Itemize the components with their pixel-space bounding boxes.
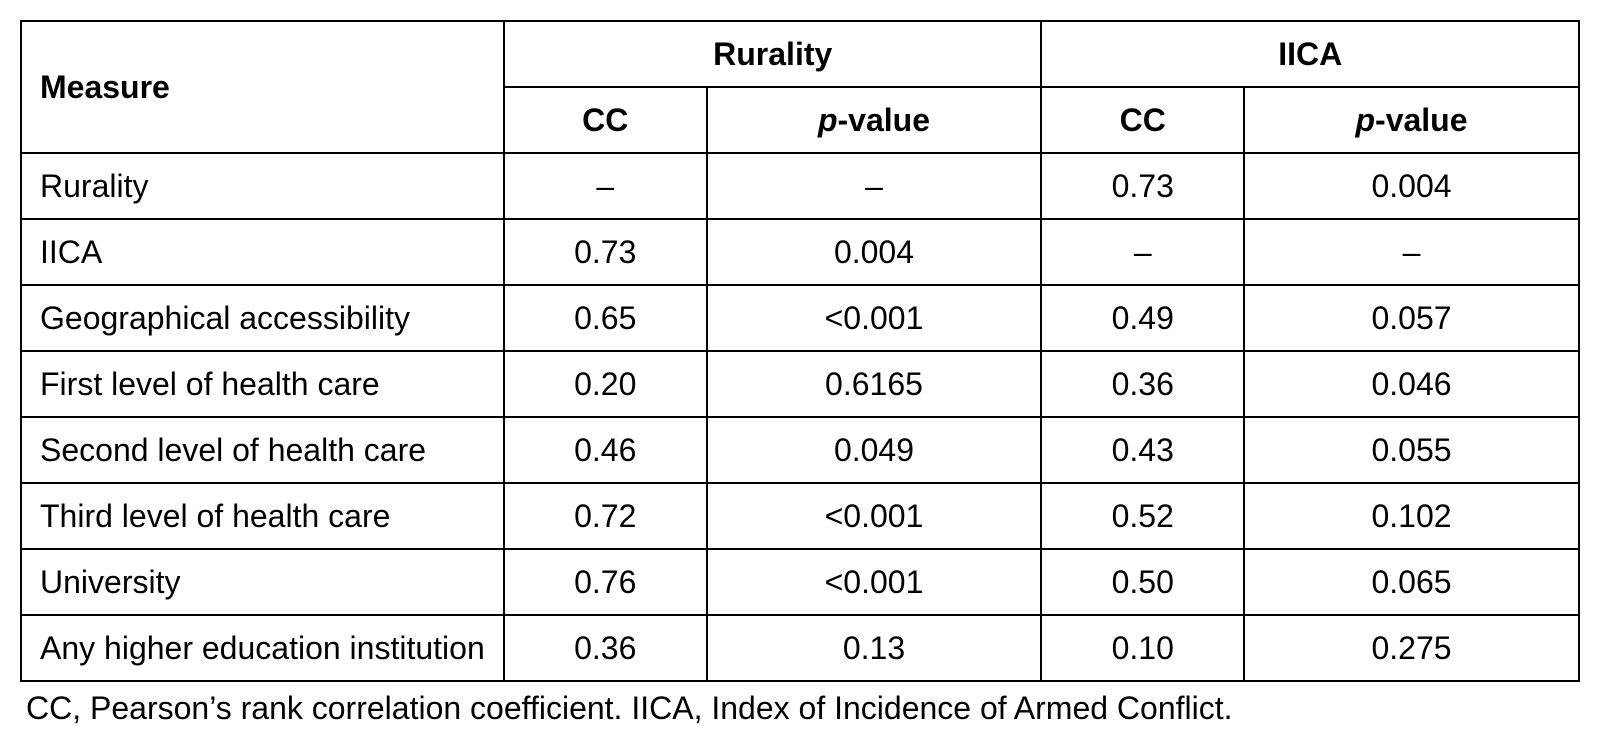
value-cell-r_cc: 0.65 [504, 285, 707, 351]
value-cell-i_cc: 0.10 [1041, 615, 1244, 681]
value-cell-i_pv: 0.046 [1244, 351, 1579, 417]
measure-cell: Any higher education institution [21, 615, 504, 681]
col-sub-rurality-cc: CC [504, 87, 707, 153]
table-row: Rurality––0.730.004 [21, 153, 1579, 219]
table-row: IICA0.730.004–– [21, 219, 1579, 285]
table-header-row-1: Measure Rurality IICA [21, 21, 1579, 87]
col-sub-iica-cc: CC [1041, 87, 1244, 153]
value-cell-r_pv: <0.001 [707, 549, 1042, 615]
value-cell-r_cc: 0.46 [504, 417, 707, 483]
value-cell-i_pv: 0.055 [1244, 417, 1579, 483]
value-cell-r_pv: 0.13 [707, 615, 1042, 681]
value-cell-i_cc: 0.36 [1041, 351, 1244, 417]
correlation-table: Measure Rurality IICA CC p-value CC p-va… [20, 20, 1580, 682]
value-cell-r_cc: 0.76 [504, 549, 707, 615]
value-cell-i_cc: 0.52 [1041, 483, 1244, 549]
measure-cell: IICA [21, 219, 504, 285]
value-cell-r_pv: 0.004 [707, 219, 1042, 285]
measure-cell: Geographical accessibility [21, 285, 504, 351]
col-sub-iica-pvalue: p-value [1244, 87, 1579, 153]
pvalue-italic-p: p [1355, 102, 1375, 138]
value-cell-r_pv: 0.049 [707, 417, 1042, 483]
value-cell-r_cc: – [504, 153, 707, 219]
table-row: Second level of health care0.460.0490.43… [21, 417, 1579, 483]
value-cell-i_cc: 0.73 [1041, 153, 1244, 219]
col-sub-rurality-pvalue: p-value [707, 87, 1042, 153]
col-group-rurality: Rurality [504, 21, 1042, 87]
table-row: Geographical accessibility0.65<0.0010.49… [21, 285, 1579, 351]
pvalue-suffix: -value [838, 102, 930, 138]
table-row: First level of health care0.200.61650.36… [21, 351, 1579, 417]
value-cell-i_pv: 0.065 [1244, 549, 1579, 615]
value-cell-i_cc: – [1041, 219, 1244, 285]
value-cell-i_cc: 0.43 [1041, 417, 1244, 483]
table-row: Third level of health care0.72<0.0010.52… [21, 483, 1579, 549]
value-cell-i_pv: – [1244, 219, 1579, 285]
value-cell-i_cc: 0.49 [1041, 285, 1244, 351]
value-cell-i_pv: 0.275 [1244, 615, 1579, 681]
value-cell-i_pv: 0.102 [1244, 483, 1579, 549]
measure-cell: Rurality [21, 153, 504, 219]
value-cell-i_pv: 0.004 [1244, 153, 1579, 219]
value-cell-r_cc: 0.20 [504, 351, 707, 417]
table-row: University0.76<0.0010.500.065 [21, 549, 1579, 615]
measure-cell: University [21, 549, 504, 615]
pvalue-suffix: -value [1375, 102, 1467, 138]
value-cell-r_pv: – [707, 153, 1042, 219]
col-header-measure: Measure [21, 21, 504, 153]
table-row: Any higher education institution0.360.13… [21, 615, 1579, 681]
col-group-iica: IICA [1041, 21, 1579, 87]
value-cell-r_cc: 0.72 [504, 483, 707, 549]
value-cell-i_cc: 0.50 [1041, 549, 1244, 615]
value-cell-r_cc: 0.73 [504, 219, 707, 285]
value-cell-r_cc: 0.36 [504, 615, 707, 681]
measure-cell: First level of health care [21, 351, 504, 417]
table-body: Rurality––0.730.004IICA0.730.004––Geogra… [21, 153, 1579, 681]
value-cell-r_pv: <0.001 [707, 285, 1042, 351]
measure-cell: Third level of health care [21, 483, 504, 549]
value-cell-i_pv: 0.057 [1244, 285, 1579, 351]
table-footnote: CC, Pearson’s rank correlation coefficie… [20, 686, 1580, 731]
value-cell-r_pv: 0.6165 [707, 351, 1042, 417]
pvalue-italic-p: p [818, 102, 838, 138]
value-cell-r_pv: <0.001 [707, 483, 1042, 549]
measure-cell: Second level of health care [21, 417, 504, 483]
